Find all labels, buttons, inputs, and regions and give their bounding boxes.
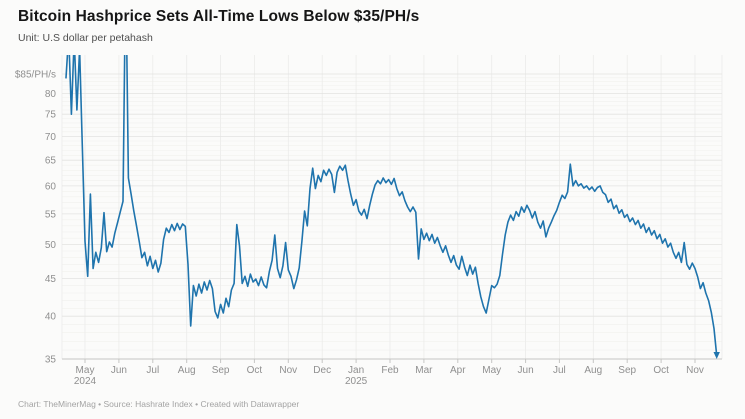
y-axis-tick-label: 50 [45, 240, 57, 251]
x-axis-tick-label: Jun [111, 365, 127, 376]
x-axis-tick-label: Aug [584, 365, 602, 376]
x-axis-tick-label: Jul [146, 365, 159, 376]
x-axis-tick-label: Apr [450, 365, 466, 376]
x-axis-tick-label: Jan [348, 365, 364, 376]
y-axis-tick-label: 60 [45, 181, 57, 192]
chart-title: Bitcoin Hashprice Sets All-Time Lows Bel… [18, 8, 420, 25]
x-axis-tick-label: Dec [313, 365, 331, 376]
x-axis-tick-label: Jun [518, 365, 534, 376]
x-axis-year-label: 2024 [74, 376, 97, 387]
y-axis-tick-label: $85/PH/s [15, 70, 56, 81]
x-axis-tick-label: Nov [686, 365, 704, 376]
x-axis-tick-label: Nov [279, 365, 297, 376]
y-axis-tick-label: 45 [45, 274, 57, 285]
y-axis-tick-label: 65 [45, 156, 57, 167]
x-axis-tick-label: Oct [653, 365, 669, 376]
y-axis-tick-label: 35 [45, 355, 57, 366]
x-axis-tick-label: May [76, 365, 95, 376]
hashprice-series-line [65, 55, 718, 357]
x-axis-tick-label: Jul [553, 365, 566, 376]
chart-subtitle: Unit: U.S dollar per petahash [18, 32, 153, 44]
y-axis-tick-label: 40 [45, 312, 57, 323]
x-axis-tick-label: Oct [247, 365, 263, 376]
y-axis-tick-label: 70 [45, 132, 57, 143]
x-axis-year-label: 2025 [345, 376, 368, 387]
y-axis-tick-label: 55 [45, 209, 57, 220]
x-axis-tick-label: Mar [415, 365, 433, 376]
x-axis-tick-label: May [482, 365, 501, 376]
y-axis-tick-label: 75 [45, 110, 57, 121]
chart-credit: Chart: TheMinerMag • Source: Hashrate In… [18, 399, 300, 409]
x-axis-tick-label: Feb [381, 365, 399, 376]
y-axis-tick-label: 80 [45, 89, 57, 100]
series-end-arrow-icon [713, 352, 720, 359]
x-axis-tick-label: Aug [178, 365, 196, 376]
x-axis-tick-label: Sep [618, 365, 636, 376]
x-axis-tick-label: Sep [212, 365, 230, 376]
